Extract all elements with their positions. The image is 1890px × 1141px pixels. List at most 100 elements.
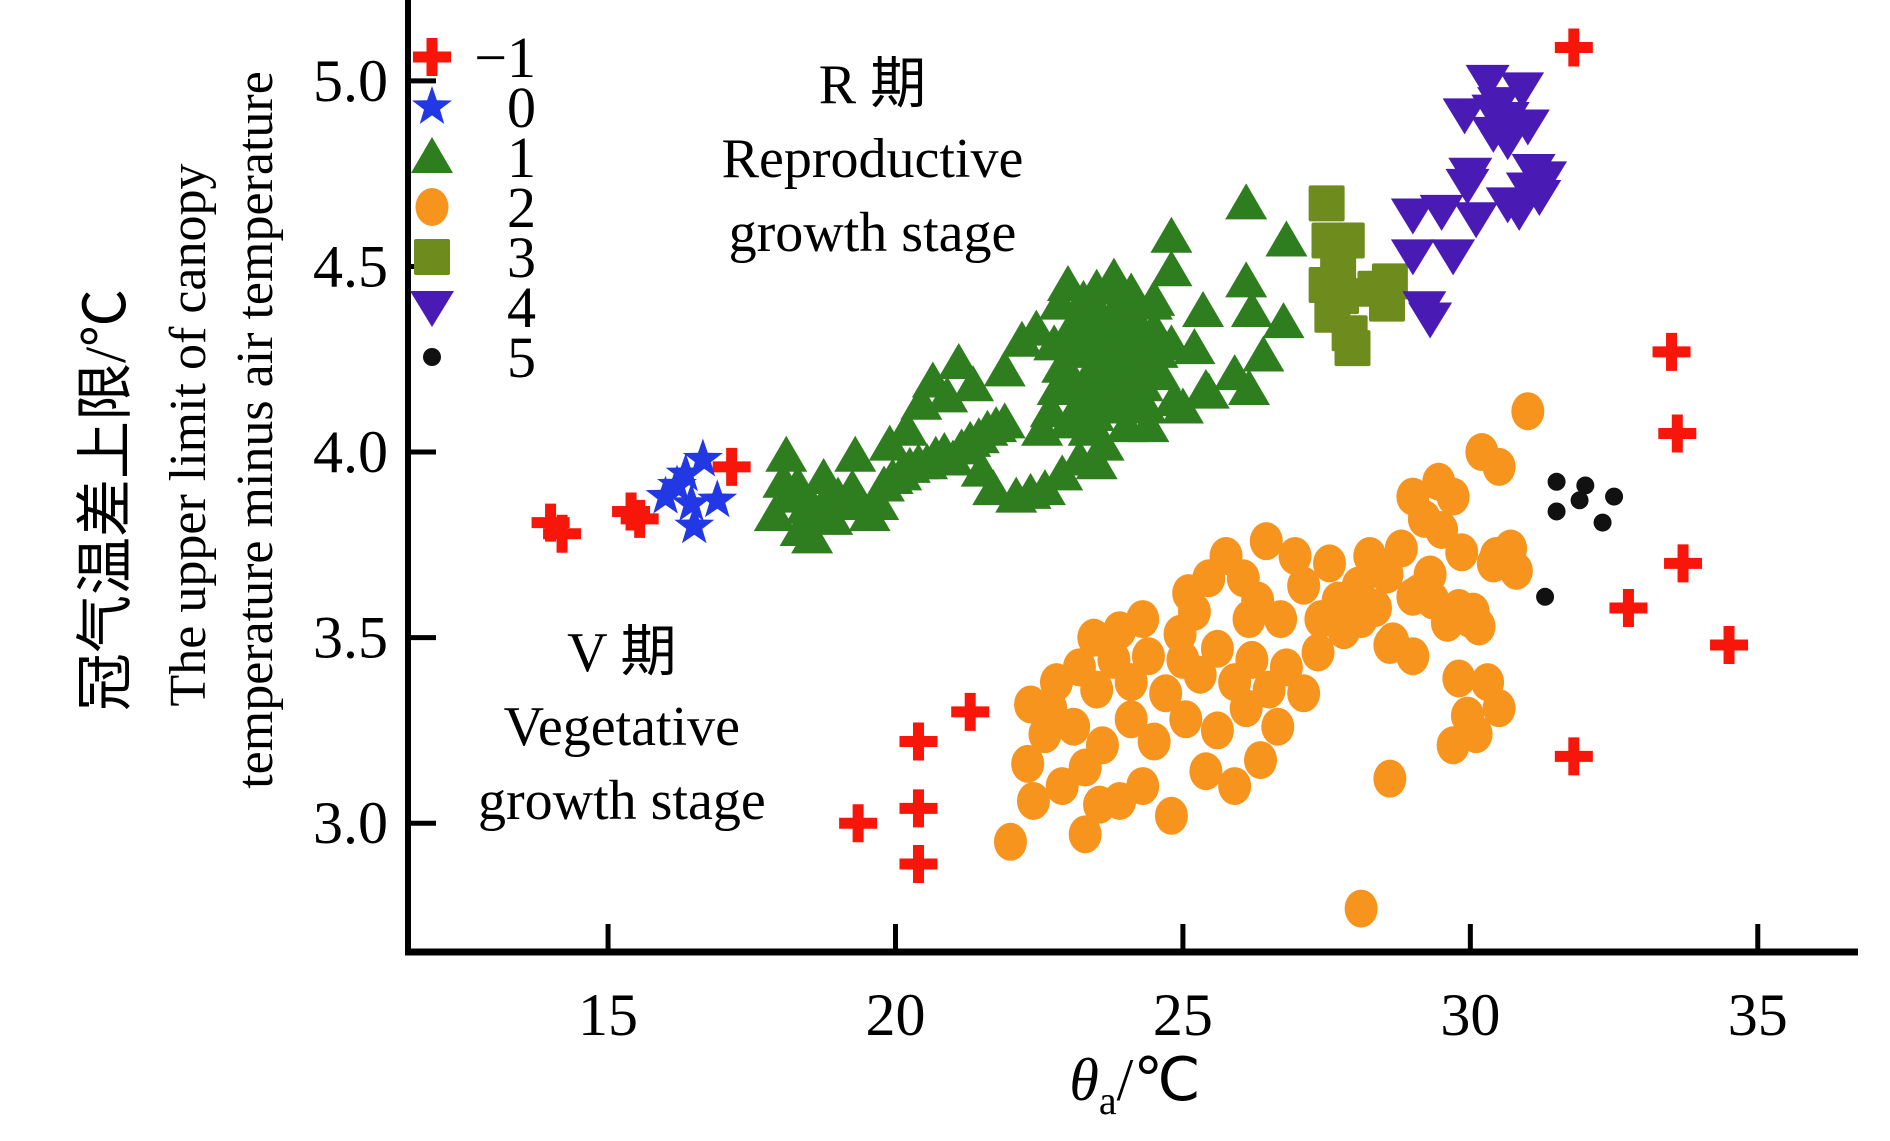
point-circle <box>1114 700 1148 739</box>
series-1 <box>753 183 1308 554</box>
point-triangle-down <box>1500 72 1545 109</box>
point-triangle-down <box>1465 64 1510 101</box>
y-tick-label: 3.5 <box>313 605 388 671</box>
point-circle <box>1416 581 1450 620</box>
legend-circle-icon <box>415 188 449 226</box>
point-circle <box>1200 711 1234 750</box>
point-plus <box>1652 332 1691 371</box>
point-triangle <box>983 402 1026 439</box>
point-circle <box>1476 544 1510 583</box>
point-circle <box>1200 629 1234 668</box>
point-circle <box>1511 392 1545 431</box>
point-square <box>1308 185 1345 222</box>
point-circle <box>1373 759 1407 798</box>
point-star <box>682 438 723 477</box>
point-circle <box>1169 700 1203 739</box>
point-circle <box>1287 566 1321 605</box>
point-circle <box>1327 611 1361 650</box>
point-circle <box>1126 767 1160 806</box>
point-star <box>671 483 712 521</box>
point-circle <box>1057 707 1091 746</box>
legend-label: 3 <box>507 225 536 290</box>
y-tick-label: 4.0 <box>313 419 388 485</box>
point-circle <box>1016 781 1050 820</box>
point-triangle <box>952 365 995 402</box>
legend-label: 4 <box>507 275 536 340</box>
point-plus <box>712 447 751 486</box>
x-tick-label: 25 <box>1153 982 1213 1048</box>
point-plus <box>1710 626 1749 665</box>
point-star <box>665 453 706 492</box>
point-circle <box>1344 889 1378 928</box>
point-triangle <box>1150 250 1193 287</box>
point-triangle <box>1133 279 1176 316</box>
point-circle <box>1269 648 1303 687</box>
legend-triangle-icon <box>411 137 453 173</box>
point-triangle <box>1225 183 1268 220</box>
x-tick-label: 20 <box>865 982 925 1048</box>
point-circle <box>1232 600 1266 639</box>
point-triangle-down <box>1419 194 1464 231</box>
legend-label: 1 <box>507 125 536 190</box>
point-plus <box>1554 737 1593 776</box>
point-plus <box>839 804 878 843</box>
point-triangle <box>868 424 911 461</box>
point-circle <box>1264 600 1298 639</box>
point-triangle <box>1127 406 1170 443</box>
series-5 <box>1536 472 1624 606</box>
point-dot <box>1547 502 1566 521</box>
vegetative-stage-label-line: growth stage <box>478 770 766 832</box>
point-triangle <box>1225 261 1268 298</box>
point-triangle <box>765 435 808 472</box>
point-triangle <box>960 450 1003 487</box>
point-circle <box>1183 655 1217 694</box>
point-circle <box>1396 637 1430 676</box>
point-dot <box>1593 513 1612 532</box>
point-circle <box>1068 815 1102 854</box>
reproductive-stage-label-line: R 期 <box>819 54 926 116</box>
vegetative-stage-label-line: V 期 <box>567 622 676 684</box>
y-axis-label-en-1: The upper limit of canopy <box>160 164 217 707</box>
legend-label: 0 <box>507 75 536 140</box>
series-0 <box>645 438 738 544</box>
point-circle <box>1462 607 1496 646</box>
x-tick-label: 15 <box>578 982 638 1048</box>
point-triangle <box>972 469 1015 506</box>
point-circle <box>1131 637 1165 676</box>
point-triangle-down <box>1390 239 1435 276</box>
y-axis-label-cn: 冠气温差上限/℃ <box>73 289 138 711</box>
point-triangle <box>1182 291 1225 328</box>
point-circle <box>1034 689 1068 728</box>
point-circle <box>1077 618 1111 657</box>
legend-label: 2 <box>507 175 536 240</box>
point-circle <box>1080 670 1114 709</box>
point-plus <box>1664 544 1703 583</box>
legend-dot-icon <box>423 348 441 366</box>
point-circle <box>1358 588 1392 627</box>
point-triangle <box>1242 335 1285 372</box>
point-plus <box>1609 588 1648 627</box>
point-triangle <box>1173 328 1216 365</box>
point-circle <box>1045 767 1079 806</box>
point-triangle-down <box>1454 202 1499 239</box>
point-triangle-down <box>1485 124 1530 161</box>
point-circle <box>1287 674 1321 713</box>
point-triangle <box>1153 380 1196 417</box>
point-circle <box>1189 752 1223 791</box>
point-plus <box>531 503 570 542</box>
legend-entry-2: 2 <box>415 175 536 240</box>
point-triangle <box>1075 443 1118 480</box>
point-triangle <box>1101 387 1144 424</box>
legend-entry-3: 3 <box>414 225 536 290</box>
point-triangle <box>1265 220 1308 257</box>
point-plus <box>1658 414 1697 453</box>
x-tick-label: 30 <box>1440 982 1500 1048</box>
point-dot <box>1576 476 1595 495</box>
point-triangle-down <box>1497 194 1542 231</box>
point-plus <box>612 492 651 531</box>
point-square <box>1334 330 1371 367</box>
point-triangle <box>1138 354 1181 391</box>
point-circle <box>1384 529 1418 568</box>
